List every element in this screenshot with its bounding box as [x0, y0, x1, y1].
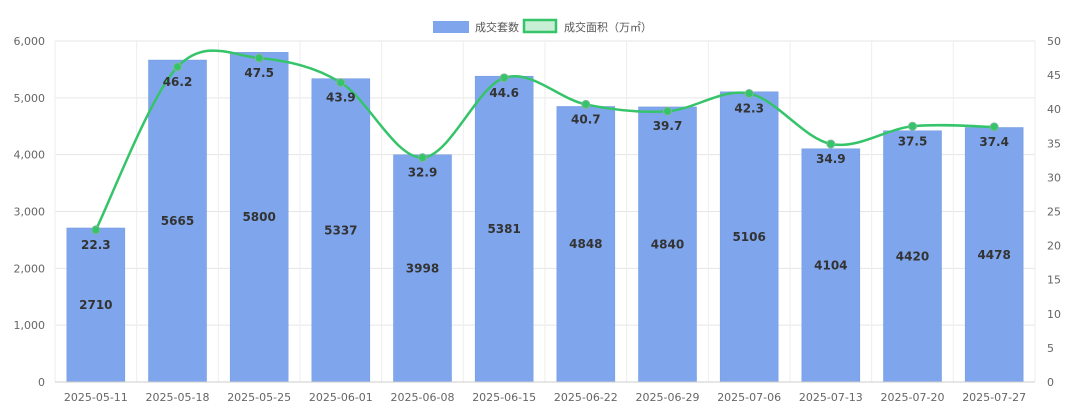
x-tick-label: 2025-06-15	[472, 391, 536, 404]
legend-label-line[interactable]: 成交面积（万㎡）	[564, 20, 652, 34]
x-tick-label: 2025-07-27	[962, 391, 1026, 404]
line-value-label: 34.9	[816, 152, 846, 166]
x-tick-label: 2025-07-20	[881, 391, 945, 404]
bar	[719, 91, 779, 383]
y-left-tick-label: 5,000	[14, 92, 46, 105]
bar-value-label: 4478	[977, 248, 1010, 262]
line-value-label: 44.6	[489, 86, 519, 100]
line-value-label: 46.2	[163, 75, 193, 89]
axes: 01,0002,0003,0004,0005,0006,000051015202…	[14, 35, 1062, 404]
line-point	[499, 73, 509, 83]
x-tick-label: 2025-07-06	[717, 391, 781, 404]
y-right-tick-label: 25	[1047, 206, 1061, 219]
line-value-label: 37.5	[898, 134, 928, 148]
y-left-tick-label: 0	[38, 376, 45, 389]
line-point	[826, 139, 836, 149]
bar-value-label: 5337	[324, 223, 357, 237]
bar	[964, 127, 1024, 383]
bar-series	[66, 52, 1024, 383]
y-left-tick-label: 4,000	[14, 149, 46, 162]
line-value-label: 32.9	[408, 166, 438, 180]
bar	[148, 59, 207, 383]
line-value-label: 47.5	[244, 66, 274, 80]
bar	[229, 52, 289, 383]
x-tick-label: 2025-06-01	[309, 391, 373, 404]
x-tick-label: 2025-06-22	[554, 391, 618, 404]
line-value-label: 37.4	[979, 135, 1009, 149]
line-point	[744, 89, 754, 99]
bar-value-label: 3998	[406, 261, 439, 275]
y-right-tick-label: 40	[1047, 103, 1061, 116]
y-left-tick-label: 6,000	[14, 35, 46, 48]
x-tick-label: 2025-06-08	[391, 391, 455, 404]
x-tick-label: 2025-05-25	[227, 391, 291, 404]
bar	[393, 154, 452, 383]
legend-label-bar[interactable]: 成交套数	[475, 20, 519, 34]
y-right-tick-label: 20	[1047, 240, 1061, 253]
y-right-tick-label: 50	[1047, 35, 1061, 48]
line-point	[581, 99, 591, 109]
x-tick-label: 2025-05-18	[146, 391, 210, 404]
line-value-label: 22.3	[81, 238, 111, 252]
line-point	[254, 53, 264, 63]
bar	[311, 78, 371, 383]
line-value-label: 39.7	[653, 119, 683, 133]
y-right-tick-label: 5	[1047, 342, 1054, 355]
bar-value-label: 4104	[814, 258, 847, 272]
bar-value-label: 5665	[161, 214, 194, 228]
line-point	[908, 121, 917, 131]
legend-swatch-bar[interactable]	[433, 21, 469, 33]
bar	[474, 75, 534, 383]
line-point	[336, 78, 346, 88]
bar-value-label: 4840	[651, 237, 684, 251]
legend[interactable]: 成交套数 成交面积（万㎡）	[433, 18, 652, 34]
x-tick-label: 2025-06-29	[636, 391, 700, 404]
bar	[801, 148, 861, 383]
line-point	[663, 106, 672, 116]
line-point	[418, 153, 427, 163]
grid-lines	[54, 40, 1036, 383]
bar	[66, 227, 126, 383]
y-left-tick-label: 3,000	[14, 206, 46, 219]
x-tick-label: 2025-05-11	[64, 391, 128, 404]
y-right-tick-label: 30	[1047, 171, 1061, 184]
y-right-tick-label: 0	[1047, 376, 1054, 389]
y-right-tick-label: 35	[1047, 137, 1061, 150]
bar-value-label: 5800	[242, 210, 275, 224]
line-value-label: 43.9	[326, 91, 356, 105]
x-tick-label: 2025-07-13	[799, 391, 863, 404]
y-right-tick-label: 45	[1047, 69, 1061, 82]
bar	[556, 106, 616, 383]
y-right-tick-label: 15	[1047, 274, 1061, 287]
data-labels: 2710 5665 5800 5337 3998 5381 4848 4840 5106 4104…	[79, 66, 1011, 312]
bar-value-label: 5106	[732, 230, 765, 244]
line-point	[173, 62, 182, 72]
y-left-tick-label: 1,000	[14, 319, 46, 332]
line-value-label: 40.7	[571, 112, 601, 126]
bar-value-label: 2710	[79, 298, 112, 312]
y-right-tick-label: 10	[1047, 308, 1061, 321]
bar	[883, 130, 942, 383]
legend-swatch-line[interactable]	[522, 18, 558, 34]
line-value-label: 42.3	[734, 102, 764, 116]
bar	[638, 106, 697, 383]
line-series	[91, 49, 999, 235]
bar-value-label: 4848	[569, 237, 602, 251]
line-point	[91, 225, 101, 235]
bar-value-label: 4420	[896, 249, 929, 263]
y-left-tick-label: 2,000	[14, 262, 46, 275]
line-point	[989, 122, 999, 132]
bar-value-label: 5381	[487, 222, 520, 236]
